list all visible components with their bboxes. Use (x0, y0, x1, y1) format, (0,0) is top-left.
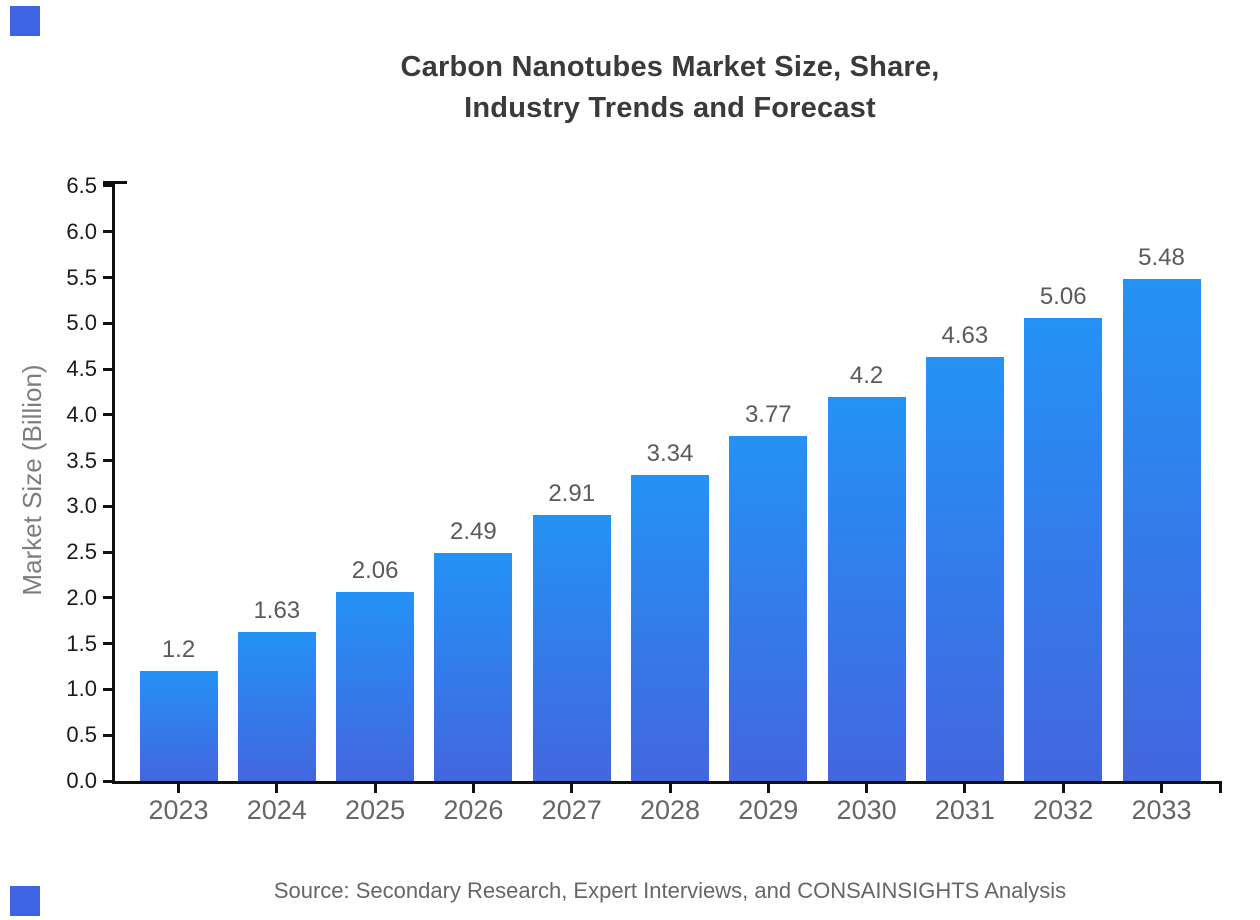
y-axis-tick-label: 0.0 (66, 768, 97, 793)
y-axis-tick-label: 1.5 (66, 630, 97, 656)
y-axis-tick (103, 321, 115, 325)
x-axis-tick-label: 2030 (836, 795, 897, 825)
y-axis-tick-label: 5.5 (66, 264, 97, 290)
bar-2033 (1122, 279, 1201, 781)
y-axis-tick (103, 459, 115, 463)
bar-value-label: 5.06 (1039, 282, 1087, 310)
x-axis-tick (373, 784, 377, 793)
bar-value-label: 4.63 (941, 322, 989, 350)
y-axis-tick (103, 779, 115, 783)
chart-title-line2: Industry Trends and Forecast (464, 92, 876, 124)
y-axis-tick-label: 2.5 (66, 539, 97, 565)
bar-value-label: 5.48 (1138, 244, 1185, 272)
y-axis-tick-label: 0.5 (66, 722, 97, 748)
y-axis-tick (103, 230, 115, 234)
bar-value-label: 2.49 (450, 518, 497, 546)
x-axis-line (112, 781, 1222, 784)
bar-value-label: 2.06 (351, 557, 399, 585)
brand-corner-square-bottom-left (10, 886, 40, 916)
y-axis-end-tick (103, 181, 127, 184)
bar-2030 (827, 396, 906, 781)
x-axis-tick-label: 2026 (443, 795, 504, 825)
y-axis-tick-label: 1.0 (66, 676, 97, 702)
bar-2031 (925, 357, 1004, 781)
x-axis-tick-label: 2033 (1131, 795, 1192, 825)
x-axis-tick (1160, 784, 1163, 793)
y-axis-tick (103, 596, 115, 600)
bar-2024 (237, 631, 316, 781)
x-axis-tick (570, 784, 574, 793)
y-axis-tick-label: 6.5 (66, 172, 97, 198)
y-axis-tick (103, 367, 115, 371)
bar-2025 (336, 592, 415, 781)
x-axis-tick (668, 784, 672, 793)
x-axis-tick-label: 2029 (738, 795, 799, 825)
y-axis-tick (103, 184, 115, 188)
bar-2027 (532, 514, 611, 781)
y-axis-tick (103, 687, 115, 691)
y-axis-tick-label: 3.0 (66, 493, 97, 519)
y-axis-tick (103, 550, 115, 554)
bar-2028 (631, 475, 709, 781)
y-axis-tick (103, 642, 115, 646)
y-axis-tick-label: 2.0 (66, 584, 97, 610)
x-axis-tick-label: 2025 (345, 795, 406, 825)
bar-value-label: 3.34 (646, 440, 694, 468)
bar-2032 (1024, 317, 1103, 781)
x-axis-tick (1061, 784, 1065, 793)
y-axis-line (112, 181, 115, 784)
chart-title-line1: Carbon Nanotubes Market Size, Share, (400, 51, 940, 83)
y-axis-tick-label: 4.0 (66, 401, 97, 427)
x-axis-tick (963, 784, 967, 793)
x-axis-tick (766, 784, 770, 793)
x-axis-end-tick (1219, 784, 1222, 793)
bar-2026 (434, 553, 513, 781)
y-axis-tick-label: 5.0 (66, 310, 97, 336)
x-axis-tick (865, 784, 869, 793)
bar-2023 (139, 671, 218, 781)
y-axis-tick (103, 733, 115, 737)
y-axis-tick-label: 6.0 (66, 218, 97, 244)
y-axis-tick (103, 413, 115, 417)
bar-2029 (729, 435, 808, 781)
x-axis-tick-label: 2024 (246, 795, 307, 825)
x-axis-tick-label: 2031 (934, 795, 995, 825)
source-attribution: Source: Secondary Research, Expert Inter… (273, 878, 1067, 903)
x-axis-tick-label: 2028 (639, 795, 701, 825)
bar-value-label: 3.77 (744, 400, 792, 428)
chart-title: Carbon Nanotubes Market Size, Share, Indu… (140, 47, 1200, 129)
bar-value-label: 1.2 (161, 636, 196, 664)
bar-value-label: 2.91 (548, 479, 596, 507)
brand-corner-square-top-left (10, 6, 40, 36)
x-axis-tick-label: 2032 (1033, 795, 1094, 825)
x-axis-tick (471, 784, 475, 793)
x-axis-tick (177, 784, 180, 793)
y-axis-tick (103, 276, 115, 280)
y-axis-tick-label: 4.5 (66, 356, 97, 382)
x-axis-tick-label: 2027 (541, 795, 602, 825)
bar-value-label: 4.2 (849, 361, 884, 389)
x-axis-tick (275, 784, 279, 793)
y-axis-tick-label: 3.5 (66, 447, 97, 473)
y-axis-tick (103, 504, 115, 508)
bar-value-label: 1.63 (253, 596, 301, 624)
x-axis-tick-label: 2023 (148, 795, 209, 825)
